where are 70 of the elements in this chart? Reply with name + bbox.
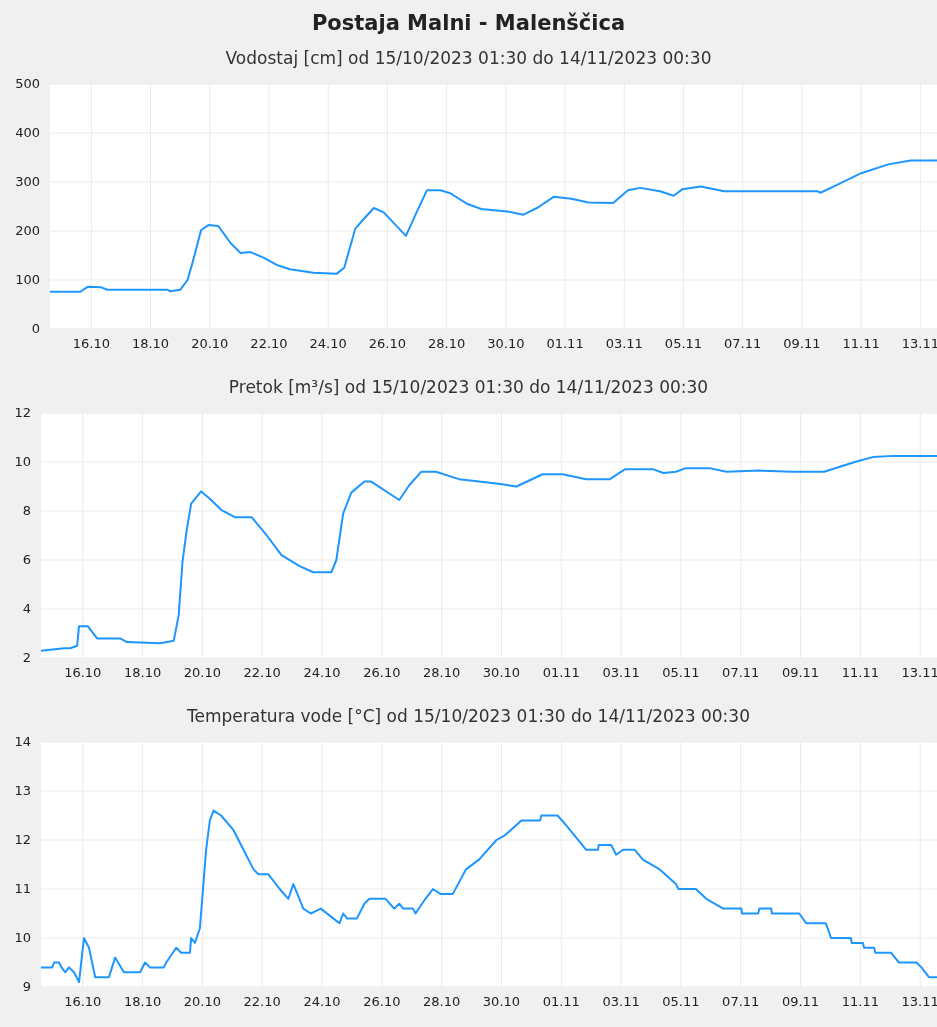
y-tick-label: 10	[14, 930, 31, 945]
x-tick-label: 20.10	[191, 336, 229, 351]
x-tick-label: 24.10	[303, 665, 341, 680]
x-tick-label: 24.10	[309, 336, 347, 351]
x-tick-label: 30.10	[482, 665, 521, 680]
y-tick-label: 100	[15, 272, 40, 287]
x-tick-label: 11.11	[841, 994, 879, 1009]
y-tick-label: 12	[14, 832, 31, 847]
y-tick-label: 14	[14, 734, 31, 749]
x-tick-label: 16.10	[72, 336, 110, 351]
y-tick-label: 2	[22, 650, 31, 665]
x-tick-label: 01.11	[542, 665, 580, 680]
x-tick-label: 22.10	[250, 336, 288, 351]
y-tick-label: 13	[14, 783, 31, 798]
x-tick-label: 18.10	[123, 665, 162, 680]
x-tick-label: 16.10	[64, 665, 102, 680]
x-tick-label: 05.11	[664, 336, 703, 351]
chart-title: Temperatura vode [°C] od 15/10/2023 01:30 do 14/11/2023 00:30	[186, 706, 750, 726]
x-tick-label: 26.10	[363, 994, 401, 1009]
x-tick-label: 30.10	[487, 336, 525, 351]
x-tick-label: 07.11	[724, 336, 762, 351]
y-tick-label: 200	[15, 223, 40, 238]
y-tick-label: 10	[14, 454, 31, 469]
y-tick-label: 9	[22, 979, 31, 994]
x-tick-label: 09.11	[781, 665, 820, 680]
x-tick-label: 18.10	[131, 336, 170, 351]
x-tick-label: 07.11	[722, 665, 760, 680]
x-tick-label: 26.10	[363, 665, 401, 680]
x-tick-label: 13.11	[901, 336, 937, 351]
x-tick-label: 20.10	[183, 665, 221, 680]
chart-title: Postaja Malni - Malenščica	[311, 11, 626, 35]
y-tick-label: 400	[15, 125, 40, 140]
x-tick-label: 03.11	[605, 336, 643, 351]
line-series	[40, 454, 937, 652]
x-tick-label: 03.11	[602, 994, 640, 1009]
chart-subtitle: Vodostaj [cm] od 15/10/2023 01:30 do 14/11/2023 00:30	[225, 48, 712, 68]
y-tick-label: 500	[15, 76, 40, 91]
y-tick-label: 11	[14, 881, 31, 896]
x-tick-label: 09.11	[781, 994, 820, 1009]
y-tick-label: 0	[31, 321, 40, 336]
y-tick-label: 12	[14, 405, 31, 420]
line-series	[49, 159, 937, 293]
y-tick-label: 8	[22, 503, 31, 518]
line-series	[40, 809, 937, 984]
x-tick-label: 22.10	[243, 665, 281, 680]
chart-title: Pretok [m³/s] od 15/10/2023 01:30 do 14/11/2023 00:30	[228, 377, 709, 397]
x-tick-label: 16.10	[64, 994, 102, 1009]
x-tick-label: 01.11	[542, 994, 580, 1009]
y-tick-label: 300	[15, 174, 40, 189]
x-tick-label: 07.11	[722, 994, 760, 1009]
x-tick-label: 28.10	[423, 665, 461, 680]
y-tick-label: 6	[22, 552, 31, 567]
x-tick-label: 28.10	[423, 994, 461, 1009]
x-tick-label: 20.10	[183, 994, 221, 1009]
x-tick-label: 09.11	[783, 336, 821, 351]
x-tick-label: 05.11	[662, 665, 700, 680]
x-tick-label: 01.11	[546, 336, 584, 351]
x-tick-label: 13.11	[901, 994, 937, 1009]
x-tick-label: 22.10	[243, 994, 281, 1009]
x-tick-label: 03.11	[602, 665, 640, 680]
x-tick-label: 30.10	[482, 994, 521, 1009]
x-tick-label: 11.11	[841, 665, 879, 680]
x-tick-label: 26.10	[368, 336, 407, 351]
x-tick-label: 11.11	[842, 336, 880, 351]
x-tick-label: 24.10	[303, 994, 341, 1009]
y-tick-label: 4	[22, 601, 31, 616]
x-tick-label: 05.11	[662, 994, 700, 1009]
x-tick-label: 13.11	[901, 665, 937, 680]
x-tick-label: 18.10	[123, 994, 162, 1009]
x-tick-label: 28.10	[428, 336, 466, 351]
